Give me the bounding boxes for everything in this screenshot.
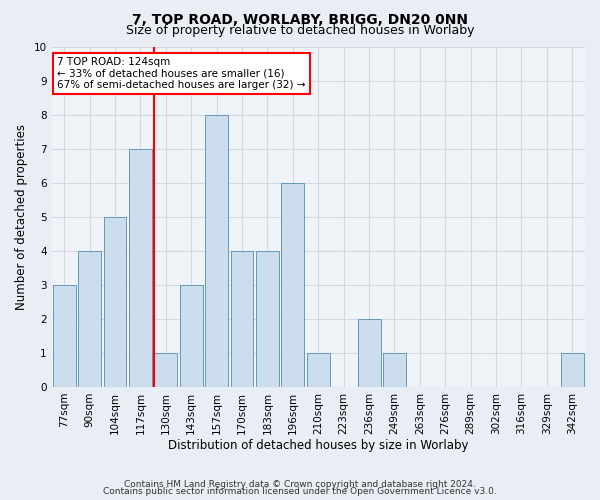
Text: Contains HM Land Registry data © Crown copyright and database right 2024.: Contains HM Land Registry data © Crown c… bbox=[124, 480, 476, 489]
Bar bbox=[180, 285, 203, 387]
Text: 7, TOP ROAD, WORLABY, BRIGG, DN20 0NN: 7, TOP ROAD, WORLABY, BRIGG, DN20 0NN bbox=[132, 12, 468, 26]
Text: 7 TOP ROAD: 124sqm
← 33% of detached houses are smaller (16)
67% of semi-detache: 7 TOP ROAD: 124sqm ← 33% of detached hou… bbox=[57, 56, 305, 90]
X-axis label: Distribution of detached houses by size in Worlaby: Distribution of detached houses by size … bbox=[168, 440, 469, 452]
Bar bbox=[256, 251, 279, 387]
Bar bbox=[561, 353, 584, 387]
Bar bbox=[230, 251, 253, 387]
Bar bbox=[281, 182, 304, 387]
Bar bbox=[383, 353, 406, 387]
Bar bbox=[307, 353, 330, 387]
Text: Contains public sector information licensed under the Open Government Licence v3: Contains public sector information licen… bbox=[103, 487, 497, 496]
Bar bbox=[205, 114, 228, 387]
Bar bbox=[104, 216, 127, 387]
Bar bbox=[129, 148, 152, 387]
Bar bbox=[78, 251, 101, 387]
Bar bbox=[53, 285, 76, 387]
Bar bbox=[154, 353, 177, 387]
Y-axis label: Number of detached properties: Number of detached properties bbox=[15, 124, 28, 310]
Bar bbox=[358, 319, 380, 387]
Text: Size of property relative to detached houses in Worlaby: Size of property relative to detached ho… bbox=[126, 24, 474, 37]
